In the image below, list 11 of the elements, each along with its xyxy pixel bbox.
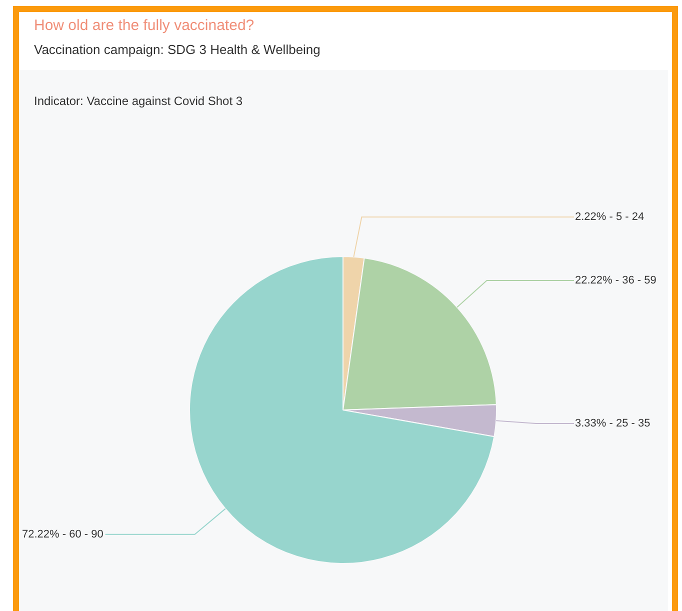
chart-subtitle: Vaccination campaign: SDG 3 Health & Wellbeing: [34, 42, 320, 57]
data-label: 3.33% -: [575, 417, 614, 430]
slice-label: 60 - 90: [69, 528, 104, 540]
slice-label: 36 - 59: [622, 274, 656, 287]
data-label: 22.22% -: [575, 274, 620, 287]
slice-label: 5 - 24: [616, 211, 644, 223]
text: Indicator: Vaccine against Covid Shot 3: [34, 94, 243, 108]
data-label: 72.22% -: [22, 528, 66, 540]
slice-label: 25 - 35: [616, 417, 650, 430]
data-label: 2.22% -: [575, 211, 614, 223]
chart-title: How old are the fully vaccinated?: [34, 17, 254, 34]
